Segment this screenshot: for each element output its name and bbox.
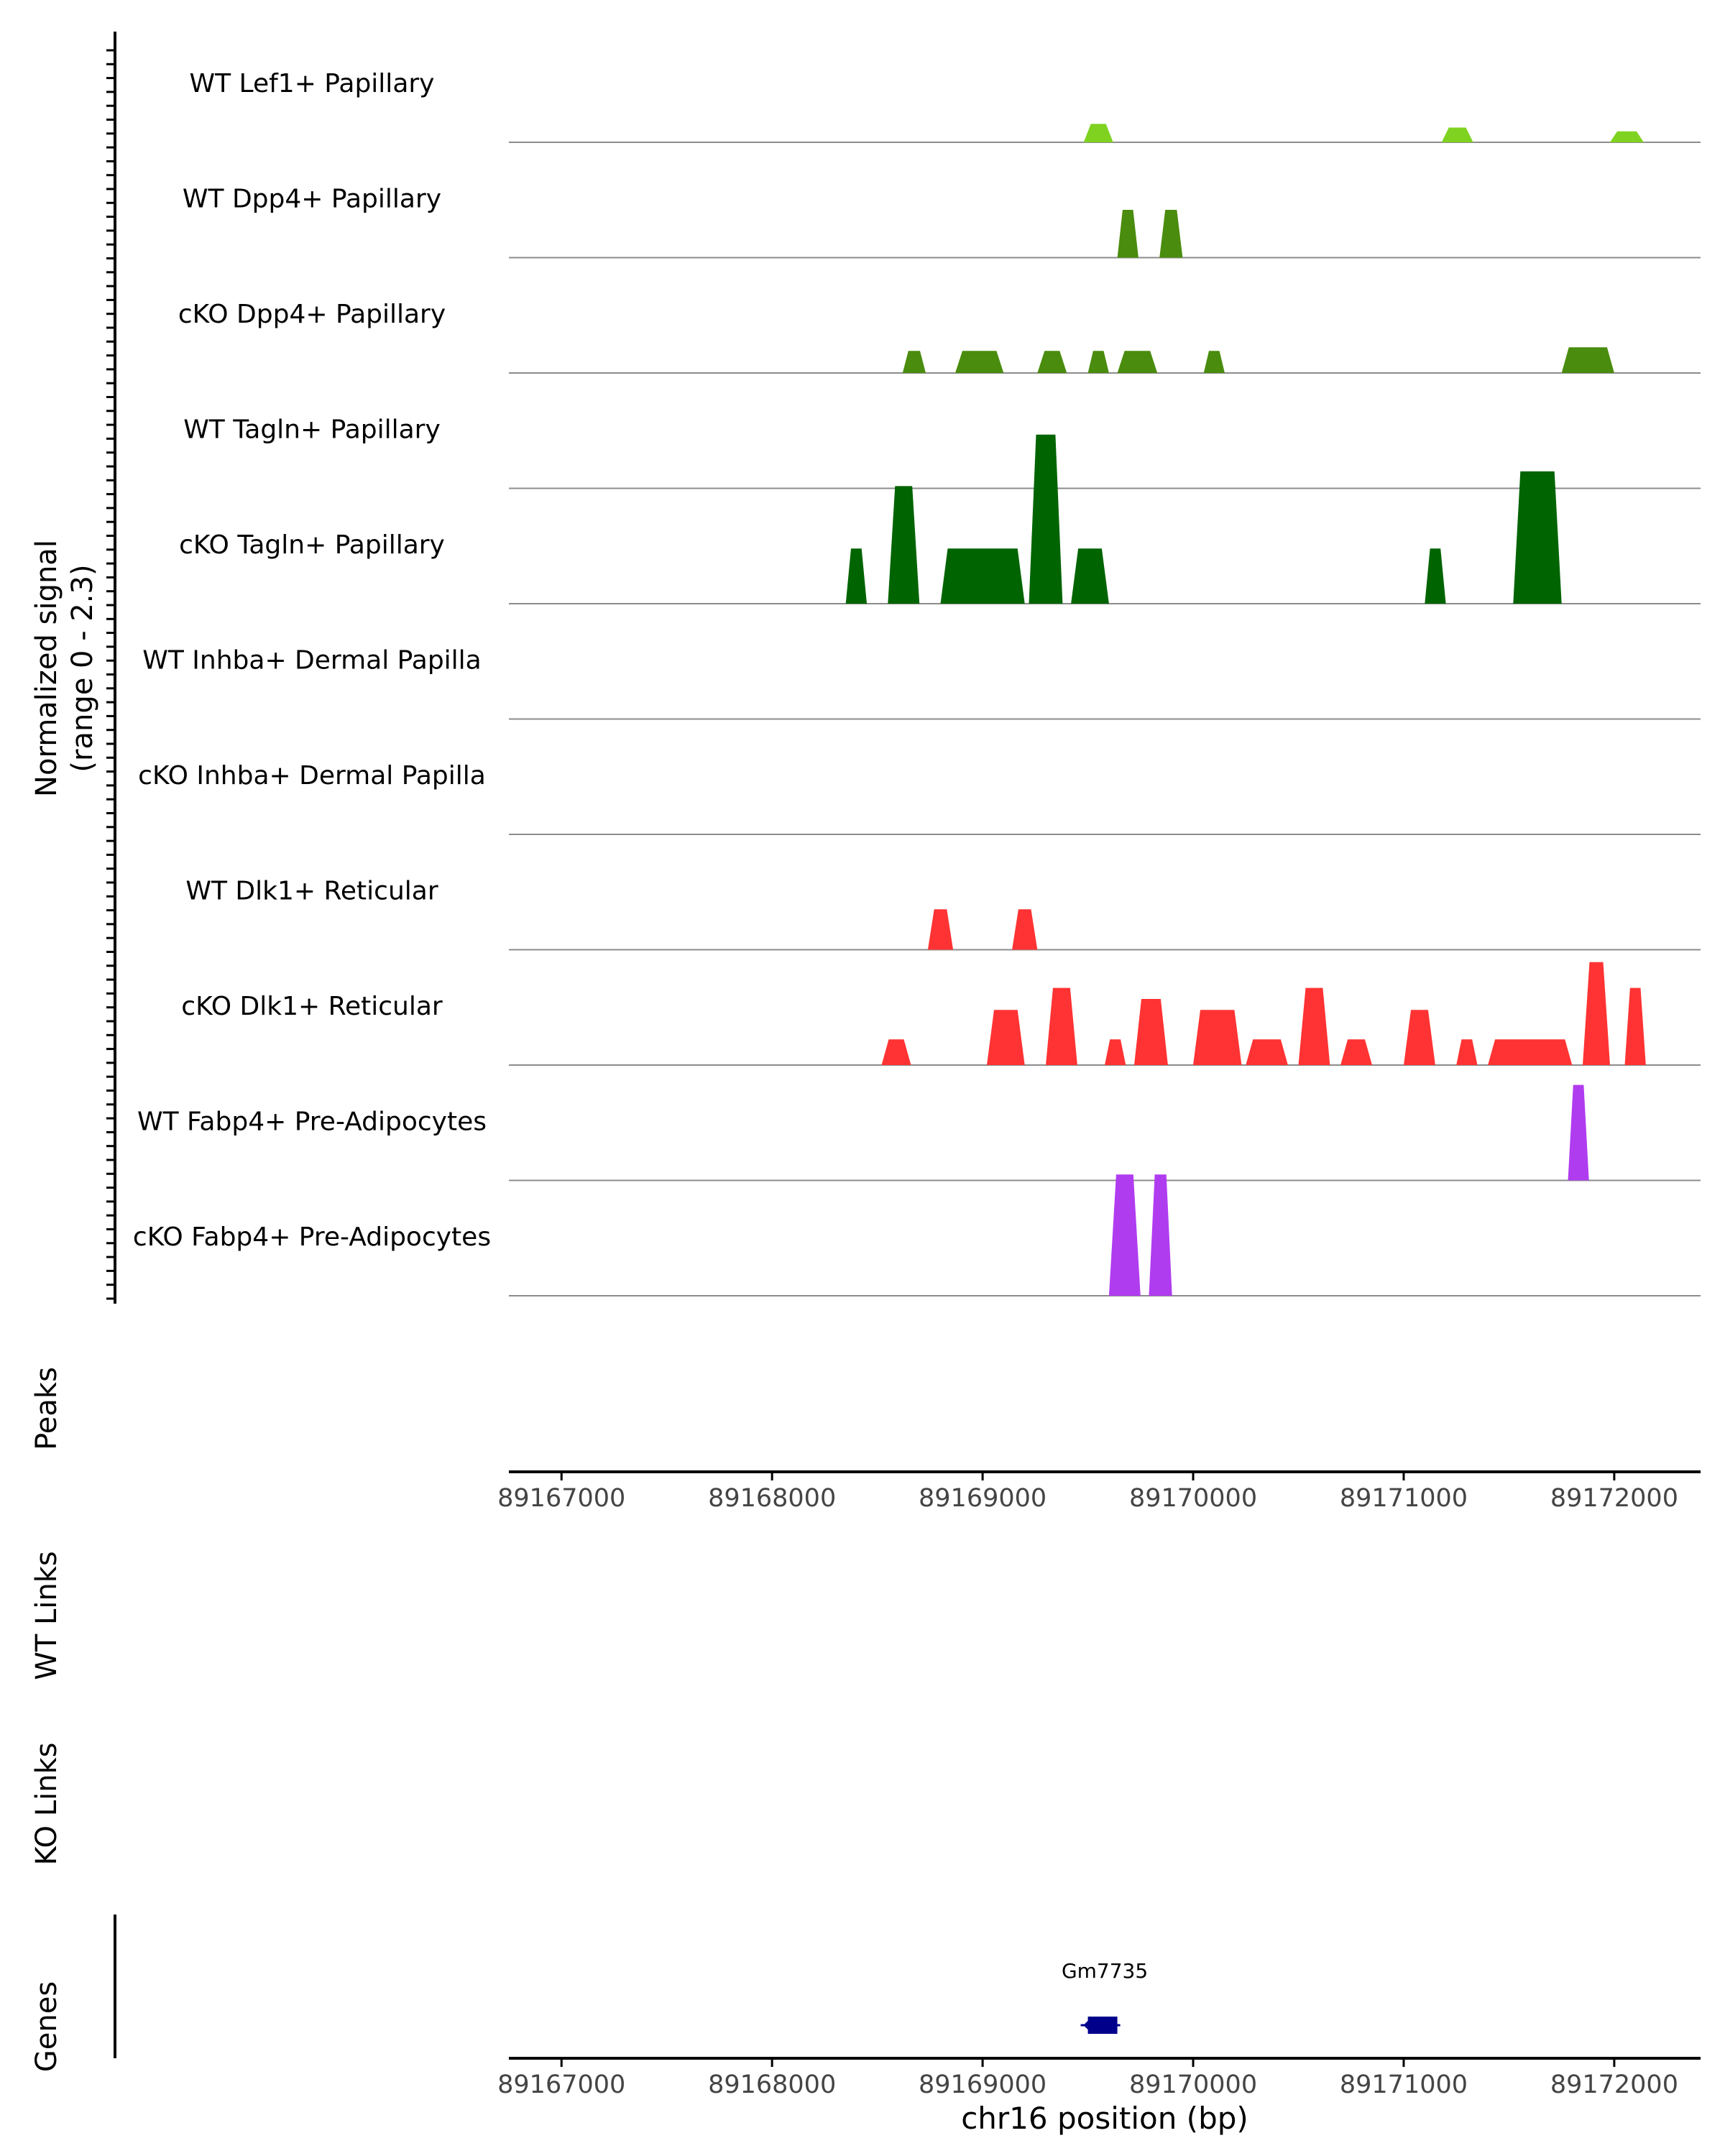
track-wt-tagln-papillary: WT Tagln+ Papillary [183, 415, 1701, 489]
track-wt-lef1-papillary: WT Lef1+ Papillary [190, 69, 1701, 143]
track-label: cKO Inhba+ Dermal Papilla [138, 761, 486, 791]
track-label: cKO Tagln+ Papillary [179, 530, 445, 560]
wt-links-track-title: WT Links [30, 1551, 63, 1680]
coverage-peak [1117, 351, 1158, 373]
x-axis-tick-label: 89171000 [1340, 1484, 1468, 1513]
coverage-peak [1149, 1174, 1172, 1296]
coverage-peak [1037, 351, 1067, 373]
coverage-peak [881, 1039, 911, 1065]
x-axis-title: chr16 position (bp) [961, 2101, 1248, 2136]
x-axis-tick-label: 89172000 [1550, 1484, 1678, 1513]
coverage-peak [987, 1010, 1025, 1065]
track-wt-dlk1-reticular: WT Dlk1+ Reticular [185, 877, 1701, 951]
coverage-peak [1456, 1039, 1478, 1065]
coverage-peak [1087, 351, 1109, 373]
coverage-tracks: WT Lef1+ Papillary WT Dpp4+ Papillary cKO … [133, 69, 1701, 1296]
coverage-peak [1108, 1174, 1141, 1296]
coverage-peak [1134, 999, 1168, 1065]
coverage-peak [955, 351, 1004, 373]
coverage-peak [1159, 210, 1183, 258]
coverage-peak [888, 486, 920, 604]
x-axis-tick-label: 89172000 [1550, 2070, 1678, 2099]
coverage-peak [1404, 1010, 1435, 1065]
track-cko-fabp4-pre-adipocytes: cKO Fabp4+ Pre-Adipocytes [133, 1174, 1701, 1296]
coverage-peak [1624, 987, 1646, 1065]
x-axis-tick-label: 89169000 [919, 2070, 1046, 2099]
track-cko-dlk1-reticular: cKO Dlk1+ Reticular [181, 962, 1701, 1066]
coverage-peak [845, 548, 867, 604]
track-cko-tagln-papillary: cKO Tagln+ Papillary [179, 434, 1701, 604]
coverage-peak [1046, 987, 1077, 1065]
coverage-peak [1610, 131, 1644, 142]
track-label: WT Inhba+ Dermal Papilla [142, 646, 481, 676]
track-label: WT Dpp4+ Papillary [183, 185, 441, 214]
x-axis-tick-label: 89170000 [1129, 2070, 1257, 2099]
track-label: cKO Dpp4+ Papillary [178, 300, 446, 329]
track-wt-fabp4-pre-adipocytes: WT Fabp4+ Pre-Adipocytes [137, 1084, 1701, 1181]
coverage-peak [1071, 548, 1109, 604]
coverage-peak [1513, 471, 1562, 604]
coverage-peak [1012, 909, 1038, 950]
track-label: cKO Dlk1+ Reticular [181, 992, 443, 1021]
x-axis-tick-label: 89167000 [497, 1484, 625, 1513]
coverage-peak [1425, 548, 1446, 604]
signal-y-axis-title-line2: (range 0 - 2.3) [66, 564, 99, 772]
coverage-peak [1298, 987, 1330, 1065]
coverage-peak [1117, 210, 1138, 258]
coverage-peak [1561, 347, 1614, 373]
x-axis-tick-label: 89168000 [708, 1484, 836, 1513]
track-label: WT Dlk1+ Reticular [185, 877, 438, 906]
signal-y-axis-title-line1: Normalized signal [30, 540, 63, 797]
coverage-peak [927, 909, 954, 950]
coverage-peak [902, 351, 926, 373]
track-label: WT Lef1+ Papillary [190, 69, 435, 98]
genes-x-axis: 89167000 89168000 89169000 89170000 89171000… [497, 2057, 1701, 2099]
peaks-x-axis: 89167000 89168000 89169000 89170000 89171000… [497, 1470, 1701, 1513]
coverage-peak [1029, 434, 1063, 604]
signal-y-axis-ticks [106, 49, 115, 1300]
coverage-peak [1203, 351, 1225, 373]
coverage-peak [1568, 1084, 1589, 1181]
track-wt-dpp4-papillary: WT Dpp4+ Papillary [183, 185, 1701, 259]
coverage-peak [1193, 1010, 1242, 1065]
track-label: WT Fabp4+ Pre-Adipocytes [137, 1107, 487, 1137]
track-label: WT Tagln+ Papillary [183, 415, 441, 445]
coverage-peak [940, 548, 1025, 604]
gene-strand-arrow [1083, 2018, 1092, 2032]
peaks-track-title: Peaks [30, 1367, 63, 1450]
x-axis-tick-label: 89169000 [919, 1484, 1046, 1513]
coverage-peak [1105, 1039, 1126, 1065]
track-cko-inhba-dermal-papilla: cKO Inhba+ Dermal Papilla [138, 761, 1701, 835]
coverage-peak [1340, 1039, 1372, 1065]
coverage-peak [1083, 124, 1113, 142]
gene-annotations: Gm7735 [1062, 1959, 1148, 2034]
track-cko-dpp4-papillary: cKO Dpp4+ Papillary [178, 300, 1701, 374]
x-axis-tick-label: 89168000 [708, 2070, 836, 2099]
x-axis-tick-label: 89167000 [497, 2070, 625, 2099]
track-wt-inhba-dermal-papilla: WT Inhba+ Dermal Papilla [142, 646, 1701, 720]
ko-links-track-title: KO Links [30, 1743, 63, 1866]
gene-label: Gm7735 [1062, 1959, 1148, 1983]
coverage-peak [1441, 127, 1473, 142]
x-axis-tick-label: 89170000 [1129, 1484, 1257, 1513]
genes-track-title: Genes [30, 1981, 63, 2072]
x-axis-tick-label: 89171000 [1340, 2070, 1468, 2099]
track-label: cKO Fabp4+ Pre-Adipocytes [133, 1222, 491, 1252]
coverage-peak [1246, 1039, 1288, 1065]
gene-exon [1087, 2017, 1118, 2034]
coverage-peak [1488, 1039, 1573, 1065]
coverage-peak [1583, 962, 1610, 1065]
